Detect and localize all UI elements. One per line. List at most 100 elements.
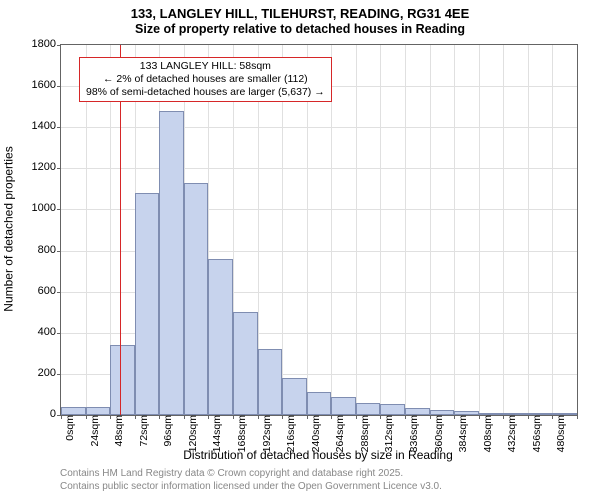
grid-vertical: [479, 45, 480, 415]
xtick-label: 96sqm: [162, 415, 174, 455]
xtick-mark: [430, 415, 431, 419]
ytick-label: 1600: [20, 79, 56, 91]
xtick-label: 456sqm: [531, 415, 543, 455]
grid-horizontal: [61, 168, 577, 169]
footer-line1: Contains HM Land Registry data © Crown c…: [60, 468, 576, 481]
histogram-bar: [159, 111, 184, 415]
ytick-label: 1800: [20, 38, 56, 50]
histogram-bar: [331, 397, 356, 416]
xtick-mark: [331, 415, 332, 419]
xtick-label: 24sqm: [89, 415, 101, 455]
xtick-mark: [479, 415, 480, 419]
xtick-label: 120sqm: [187, 415, 199, 455]
ytick-label: 1400: [20, 120, 56, 132]
ytick-mark: [57, 292, 61, 293]
grid-vertical: [454, 45, 455, 415]
xtick-mark: [110, 415, 111, 419]
histogram-bar: [184, 183, 209, 415]
annotation-line3: 98% of semi-detached houses are larger (…: [86, 86, 325, 99]
histogram-bar: [405, 408, 430, 415]
histogram-bar: [233, 312, 258, 415]
xtick-mark: [528, 415, 529, 419]
plot-area: 133 LANGLEY HILL: 58sqm ← 2% of detached…: [60, 44, 578, 416]
histogram-bar: [110, 345, 135, 415]
ytick-mark: [57, 374, 61, 375]
ytick-mark: [57, 127, 61, 128]
histogram-bar: [61, 407, 86, 415]
ytick-label: 1000: [20, 202, 56, 214]
histogram-bar: [356, 403, 381, 415]
grid-vertical: [405, 45, 406, 415]
xtick-mark: [86, 415, 87, 419]
xtick-label: 360sqm: [433, 415, 445, 455]
grid-horizontal: [61, 127, 577, 128]
y-axis-label: Number of detached properties: [0, 44, 18, 414]
histogram-bar: [86, 407, 111, 415]
footer-line2: Contains public sector information licen…: [60, 481, 576, 494]
ytick-mark: [57, 209, 61, 210]
ytick-mark: [57, 86, 61, 87]
annotation-box: 133 LANGLEY HILL: 58sqm ← 2% of detached…: [79, 57, 332, 102]
grid-vertical: [503, 45, 504, 415]
xtick-mark: [552, 415, 553, 419]
xtick-mark: [184, 415, 185, 419]
histogram-bar: [258, 349, 283, 415]
histogram-bar: [380, 404, 405, 415]
xtick-label: 240sqm: [310, 415, 322, 455]
xtick-mark: [258, 415, 259, 419]
ytick-mark: [57, 168, 61, 169]
xtick-label: 408sqm: [482, 415, 494, 455]
chart-title-line1: 133, LANGLEY HILL, TILEHURST, READING, R…: [0, 6, 600, 21]
xtick-mark: [503, 415, 504, 419]
annotation-line1: 133 LANGLEY HILL: 58sqm: [86, 60, 325, 73]
chart-container: 133, LANGLEY HILL, TILEHURST, READING, R…: [0, 0, 600, 500]
grid-vertical: [552, 45, 553, 415]
xtick-mark: [282, 415, 283, 419]
ytick-label: 400: [20, 326, 56, 338]
ytick-label: 1200: [20, 161, 56, 173]
xtick-mark: [208, 415, 209, 419]
xtick-label: 168sqm: [236, 415, 248, 455]
xtick-mark: [159, 415, 160, 419]
xtick-label: 192sqm: [261, 415, 273, 455]
xtick-label: 384sqm: [457, 415, 469, 455]
grid-vertical: [430, 45, 431, 415]
ytick-mark: [57, 251, 61, 252]
xtick-label: 72sqm: [138, 415, 150, 455]
xtick-label: 264sqm: [334, 415, 346, 455]
grid-vertical: [356, 45, 357, 415]
xtick-mark: [307, 415, 308, 419]
xtick-mark: [233, 415, 234, 419]
xtick-label: 336sqm: [408, 415, 420, 455]
ytick-label: 200: [20, 367, 56, 379]
ytick-label: 800: [20, 244, 56, 256]
annotation-line2: ← 2% of detached houses are smaller (112…: [86, 73, 325, 86]
ytick-mark: [57, 45, 61, 46]
xtick-label: 432sqm: [506, 415, 518, 455]
xtick-label: 144sqm: [211, 415, 223, 455]
histogram-bar: [135, 193, 160, 415]
ytick-label: 600: [20, 285, 56, 297]
histogram-bar: [307, 392, 332, 415]
xtick-label: 216sqm: [285, 415, 297, 455]
ytick-label: 0: [20, 408, 56, 420]
xtick-mark: [405, 415, 406, 419]
xtick-label: 0sqm: [64, 415, 76, 455]
xtick-mark: [454, 415, 455, 419]
grid-vertical: [528, 45, 529, 415]
ytick-mark: [57, 333, 61, 334]
xtick-mark: [380, 415, 381, 419]
xtick-label: 312sqm: [383, 415, 395, 455]
histogram-bar: [208, 259, 233, 415]
xtick-label: 288sqm: [359, 415, 371, 455]
xtick-mark: [356, 415, 357, 419]
xtick-mark: [135, 415, 136, 419]
xtick-label: 480sqm: [555, 415, 567, 455]
grid-vertical: [380, 45, 381, 415]
xtick-mark: [577, 415, 578, 419]
footer-attribution: Contains HM Land Registry data © Crown c…: [60, 468, 576, 493]
xtick-mark: [61, 415, 62, 419]
histogram-bar: [282, 378, 307, 415]
xtick-label: 48sqm: [113, 415, 125, 455]
chart-title-line2: Size of property relative to detached ho…: [0, 22, 600, 36]
